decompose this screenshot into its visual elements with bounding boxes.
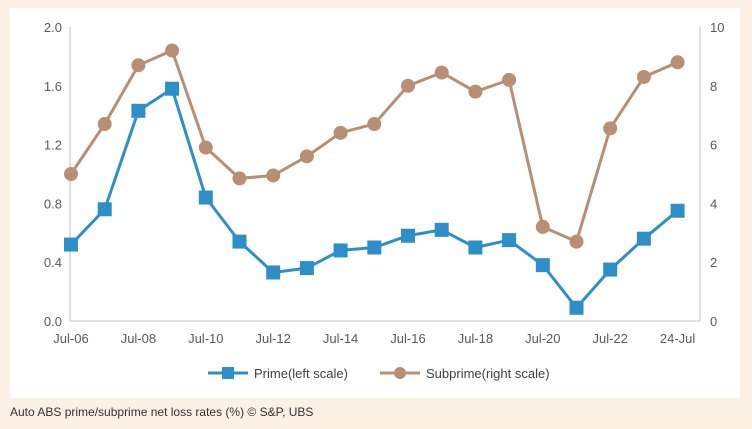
prime-point (367, 240, 382, 255)
prime-point (97, 202, 112, 217)
y-left-tick-label: 0.8 (44, 196, 62, 211)
x-tick-label: Jul-18 (458, 331, 493, 346)
subprime-point (670, 55, 685, 70)
y-left-tick-label: 1.6 (44, 79, 62, 94)
prime-point (569, 300, 584, 315)
x-tick-label: Jul-14 (323, 331, 358, 346)
legend-label-subprime: Subprime(right scale) (426, 366, 550, 381)
subprime-point (299, 149, 314, 164)
subprime-point (535, 219, 550, 234)
prime-point (468, 240, 483, 255)
subprime-point (165, 43, 180, 58)
legend-marker-prime (222, 367, 234, 379)
x-tick-label: Jul-12 (255, 331, 290, 346)
chart-panel: 0.0 0.4 0.8 1.2 1.6 2.0 0 2 4 6 8 10 Jul-06 Jul-08 Jul… (10, 8, 740, 398)
x-tick-label: Jul-06 (53, 331, 88, 346)
prime-point (333, 243, 348, 258)
chart-caption: Auto ABS prime/subprime net loss rates (… (10, 405, 314, 419)
y-right-tick-label: 2 (710, 255, 717, 270)
prime-point (535, 258, 550, 273)
legend-label-prime: Prime(left scale) (254, 366, 348, 381)
x-tick-label: Jul-22 (592, 331, 627, 346)
prime-point (636, 231, 651, 246)
prime-point (232, 234, 247, 249)
y-right-tick-label: 10 (710, 20, 724, 35)
subprime-point (64, 167, 78, 181)
y-right-tick-label: 6 (710, 138, 717, 153)
prime-point (131, 103, 146, 118)
subprime-point (333, 125, 348, 140)
subprime-point (198, 140, 213, 155)
x-tick-label: 24-Jul (660, 331, 696, 346)
prime-point (434, 222, 449, 237)
subprime-point (603, 121, 618, 136)
subprime-point (131, 58, 146, 73)
y-right-tick-label: 0 (710, 314, 717, 329)
prime-point (299, 261, 314, 276)
y-left-tick-label: 1.2 (44, 138, 62, 153)
legend-marker-subprime (394, 367, 406, 379)
prime-point (603, 262, 618, 277)
subprime-point (502, 72, 517, 87)
subprime-point (232, 171, 247, 186)
x-tick-label: Jul-10 (188, 331, 223, 346)
prime-point (64, 237, 78, 252)
prime-point (502, 233, 517, 248)
subprime-point (468, 84, 483, 99)
y-left-tick-label: 0.4 (44, 255, 62, 270)
subprime-point (266, 168, 281, 183)
subprime-point (434, 65, 449, 80)
subprime-point (97, 117, 112, 132)
subprime-point (367, 117, 382, 132)
y-right-tick-label: 4 (710, 196, 717, 211)
x-tick-label: Jul-16 (390, 331, 425, 346)
x-tick-label: Jul-20 (525, 331, 560, 346)
series-line-subprime (69, 49, 679, 244)
subprime-point (636, 69, 651, 84)
x-tick-label: Jul-08 (121, 331, 156, 346)
prime-point (165, 81, 180, 96)
y-left-tick-label: 0.0 (44, 314, 62, 329)
y-right-tick-label: 8 (710, 79, 717, 94)
prime-point (266, 265, 281, 280)
line-chart: 0.0 0.4 0.8 1.2 1.6 2.0 0 2 4 6 8 10 Jul-06 Jul-08 Jul… (44, 20, 725, 381)
prime-point (670, 203, 685, 218)
prime-point (401, 228, 415, 243)
y-left-tick-label: 2.0 (44, 20, 62, 35)
prime-point (198, 190, 213, 205)
subprime-point (401, 78, 415, 93)
subprime-point (569, 234, 584, 249)
